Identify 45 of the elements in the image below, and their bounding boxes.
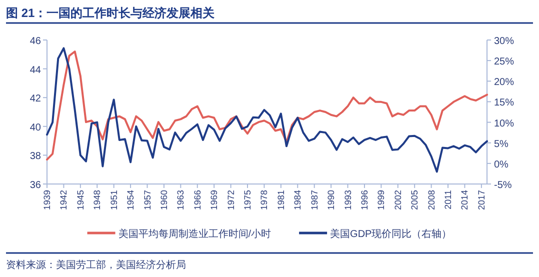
y2-tick-label: 30%	[494, 36, 514, 47]
x-tick-label: 1963	[176, 190, 186, 210]
x-tick-label: 1954	[126, 190, 136, 210]
y2-tick-label: 20%	[494, 77, 514, 88]
x-tick-label: 1957	[142, 190, 152, 210]
x-tick-label: 1945	[75, 190, 86, 210]
y-tick-label: 38	[30, 151, 42, 162]
x-tick-label: 1942	[58, 190, 69, 210]
x-tick-label: 2017	[476, 190, 486, 210]
y2-tick-label: 25%	[494, 56, 514, 68]
y2-tick-label: 10%	[494, 118, 514, 130]
x-tick-label: 1969	[209, 190, 220, 210]
x-tick-label: 1972	[226, 190, 236, 210]
y2-tick-label: 5%	[494, 138, 509, 150]
x-tick-label: 1993	[342, 190, 353, 210]
text: 资料来源：美国劳工部，美国经济分析局	[6, 259, 186, 271]
y-tick-label: 36	[30, 180, 42, 191]
x-tick-label: 2014	[460, 190, 470, 210]
y-tick-label: 40	[30, 122, 42, 134]
x-tick-label: 2011	[443, 190, 454, 210]
y2-tick-label: 15%	[494, 98, 514, 109]
y-tick-label: 46	[30, 36, 42, 47]
x-tick-label: 1996	[359, 190, 370, 210]
y2-tick-label: 0%	[494, 159, 509, 170]
x-tick-label: 1966	[192, 190, 202, 210]
chart-title: 图 21：一国的工作时长与经济发展相关	[6, 6, 216, 20]
x-tick-label: 1939	[42, 190, 52, 210]
x-tick-label: 2005	[410, 190, 420, 210]
x-tick-label: 1984	[292, 190, 303, 210]
x-tick-label: 1975	[242, 190, 253, 210]
x-tick-label: 1951	[108, 190, 119, 210]
x-tick-label: 1987	[309, 190, 320, 210]
x-tick-label: 1999	[376, 190, 386, 210]
x-tick-label: 2002	[392, 190, 403, 210]
x-tick-label: 2008	[426, 190, 436, 210]
x-tick-label: 1978	[259, 190, 270, 210]
x-tick-label: 1981	[276, 190, 286, 210]
x-tick-label: 1948	[92, 190, 102, 210]
legend-label: 美国GDP现价同比（右轴）	[330, 228, 452, 240]
y-tick-label: 42	[30, 94, 42, 105]
y-tick-label: 44	[30, 64, 42, 76]
x-tick-label: 1960	[158, 190, 169, 210]
y2-tick-label: -5%	[494, 180, 512, 191]
legend-label: 美国平均每周制造业工作时间/小时	[118, 228, 272, 240]
x-tick-label: 1990	[326, 190, 336, 210]
